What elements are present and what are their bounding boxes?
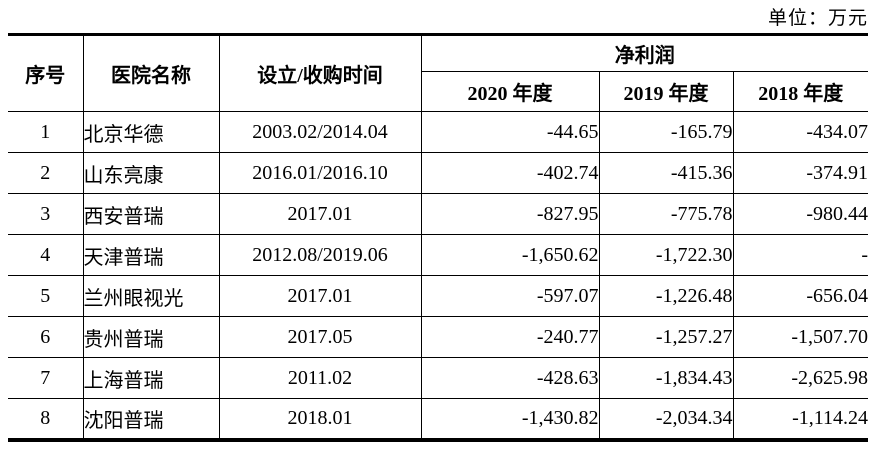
table-row: 4 天津普瑞 2012.08/2019.06 -1,650.62 -1,722.… — [8, 234, 869, 276]
cell-net-profit-2018: -1,507.70 — [732, 316, 869, 358]
cell-hospital-name: 上海普瑞 — [82, 357, 220, 399]
cell-index: 4 — [8, 234, 84, 276]
header-year-2019: 2019 年度 — [598, 71, 734, 112]
table-body: 1 北京华德 2003.02/2014.04 -44.65 -165.79 -4… — [8, 111, 869, 440]
cell-hospital-name: 西安普瑞 — [82, 193, 220, 235]
cell-hospital-name: 贵州普瑞 — [82, 316, 220, 358]
header-hospital-name: 医院名称 — [82, 34, 220, 112]
cell-index: 5 — [8, 275, 84, 317]
cell-index: 3 — [8, 193, 84, 235]
cell-hospital-name: 兰州眼视光 — [82, 275, 220, 317]
cell-established-date: 2012.08/2019.06 — [218, 234, 422, 276]
cell-net-profit-2019: -1,834.43 — [598, 357, 734, 399]
cell-net-profit-2018: -434.07 — [732, 111, 869, 153]
cell-established-date: 2017.05 — [218, 316, 422, 358]
cell-net-profit-2020: -44.65 — [420, 111, 600, 153]
header-index: 序号 — [8, 34, 84, 112]
cell-net-profit-2020: -240.77 — [420, 316, 600, 358]
cell-hospital-name: 天津普瑞 — [82, 234, 220, 276]
cell-established-date: 2016.01/2016.10 — [218, 152, 422, 194]
cell-net-profit-2018: -656.04 — [732, 275, 869, 317]
cell-net-profit-2019: -1,722.30 — [598, 234, 734, 276]
cell-net-profit-2018: -1,114.24 — [732, 398, 869, 440]
cell-net-profit-2018: - — [732, 234, 869, 276]
cell-net-profit-2020: -1,650.62 — [420, 234, 600, 276]
cell-net-profit-2018: -374.91 — [732, 152, 869, 194]
header-year-2020: 2020 年度 — [421, 71, 600, 112]
table-row: 7 上海普瑞 2011.02 -428.63 -1,834.43 -2,625.… — [8, 357, 869, 399]
cell-net-profit-2020: -1,430.82 — [420, 398, 600, 440]
cell-hospital-name: 北京华德 — [82, 111, 220, 153]
cell-net-profit-2019: -1,226.48 — [598, 275, 734, 317]
cell-established-date: 2017.01 — [218, 193, 422, 235]
header-row-2: 2020 年度 2019 年度 2018 年度 — [8, 71, 869, 112]
cell-hospital-name: 沈阳普瑞 — [82, 398, 220, 440]
cell-net-profit-2019: -165.79 — [598, 111, 734, 153]
cell-net-profit-2020: -597.07 — [420, 275, 600, 317]
header-year-2018: 2018 年度 — [732, 71, 869, 112]
cell-index: 6 — [8, 316, 84, 358]
cell-net-profit-2018: -2,625.98 — [732, 357, 869, 399]
table-row: 1 北京华德 2003.02/2014.04 -44.65 -165.79 -4… — [8, 111, 869, 153]
cell-net-profit-2019: -1,257.27 — [598, 316, 734, 358]
header-net-profit: 净利润 — [420, 34, 869, 72]
unit-label: 单位：万元 — [767, 8, 868, 29]
header-row-1: 序号 医院名称 设立/收购时间 净利润 — [8, 34, 869, 112]
table-row: 6 贵州普瑞 2017.05 -240.77 -1,257.27 -1,507.… — [8, 316, 869, 358]
cell-established-date: 2003.02/2014.04 — [218, 111, 422, 153]
cell-net-profit-2020: -827.95 — [420, 193, 600, 235]
cell-net-profit-2019: -415.36 — [598, 152, 734, 194]
cell-established-date: 2017.01 — [218, 275, 422, 317]
cell-index: 1 — [8, 111, 84, 153]
cell-established-date: 2018.01 — [218, 398, 422, 440]
cell-hospital-name: 山东亮康 — [82, 152, 220, 194]
table-row: 2 山东亮康 2016.01/2016.10 -402.74 -415.36 -… — [8, 152, 869, 194]
header-established-date: 设立/收购时间 — [218, 34, 422, 112]
table-row: 3 西安普瑞 2017.01 -827.95 -775.78 -980.44 — [8, 193, 869, 235]
cell-net-profit-2019: -2,034.34 — [598, 398, 734, 440]
cell-net-profit-2019: -775.78 — [598, 193, 734, 235]
cell-index: 7 — [8, 357, 84, 399]
cell-net-profit-2020: -428.63 — [420, 357, 600, 399]
cell-net-profit-2018: -980.44 — [732, 193, 869, 235]
table-row: 8 沈阳普瑞 2018.01 -1,430.82 -2,034.34 -1,11… — [8, 398, 869, 440]
net-profit-table: 序号 医院名称 设立/收购时间 净利润 2020 年度 2019 年度 2018… — [8, 33, 869, 442]
cell-net-profit-2020: -402.74 — [420, 152, 600, 194]
table-header: 序号 医院名称 设立/收购时间 净利润 2020 年度 2019 年度 2018… — [8, 34, 869, 112]
table-row: 5 兰州眼视光 2017.01 -597.07 -1,226.48 -656.0… — [8, 275, 869, 317]
cell-index: 8 — [8, 398, 84, 440]
cell-index: 2 — [8, 152, 84, 194]
cell-established-date: 2011.02 — [218, 357, 422, 399]
